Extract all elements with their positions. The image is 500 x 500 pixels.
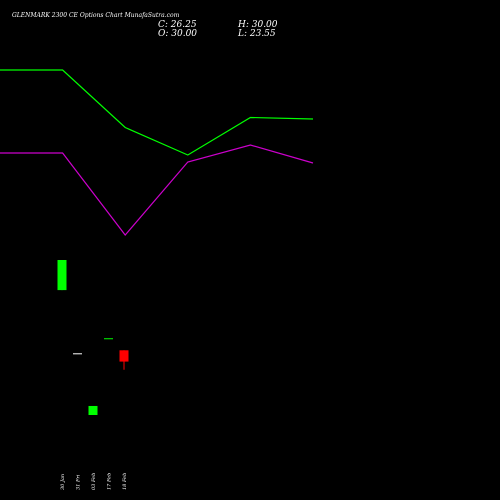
lower-overlay-line [0,144,314,236]
date-label: 18 Feb [122,473,128,490]
overlay-lines [0,69,314,236]
candle-body [73,353,82,355]
candle-body [119,350,129,362]
close-value: C: 26.25 [158,20,197,30]
candle-body [104,338,113,340]
low-value: L: 23.55 [238,29,276,39]
candles [57,260,129,415]
candle [104,338,113,340]
date-label: 17 Feb [107,473,113,490]
candle [57,260,67,291]
chart-title: GLENMARK 2300 CE Options Chart MunafaSut… [12,12,180,19]
candle-body [57,260,67,291]
date-label: 03 Feb [91,473,97,490]
upper-overlay-line [0,69,314,156]
high-value: H: 30.00 [238,20,278,30]
candle-body [88,405,98,415]
open-value: O: 30.00 [158,29,198,39]
date-label: 31 Fri [76,474,82,490]
candle [119,350,129,370]
date-labels: 30 Jan 31 Fri 03 Feb 17 Feb 18 Feb [60,473,128,490]
candle [73,353,82,355]
candle [88,405,98,415]
date-label: 30 Jan [60,474,66,490]
